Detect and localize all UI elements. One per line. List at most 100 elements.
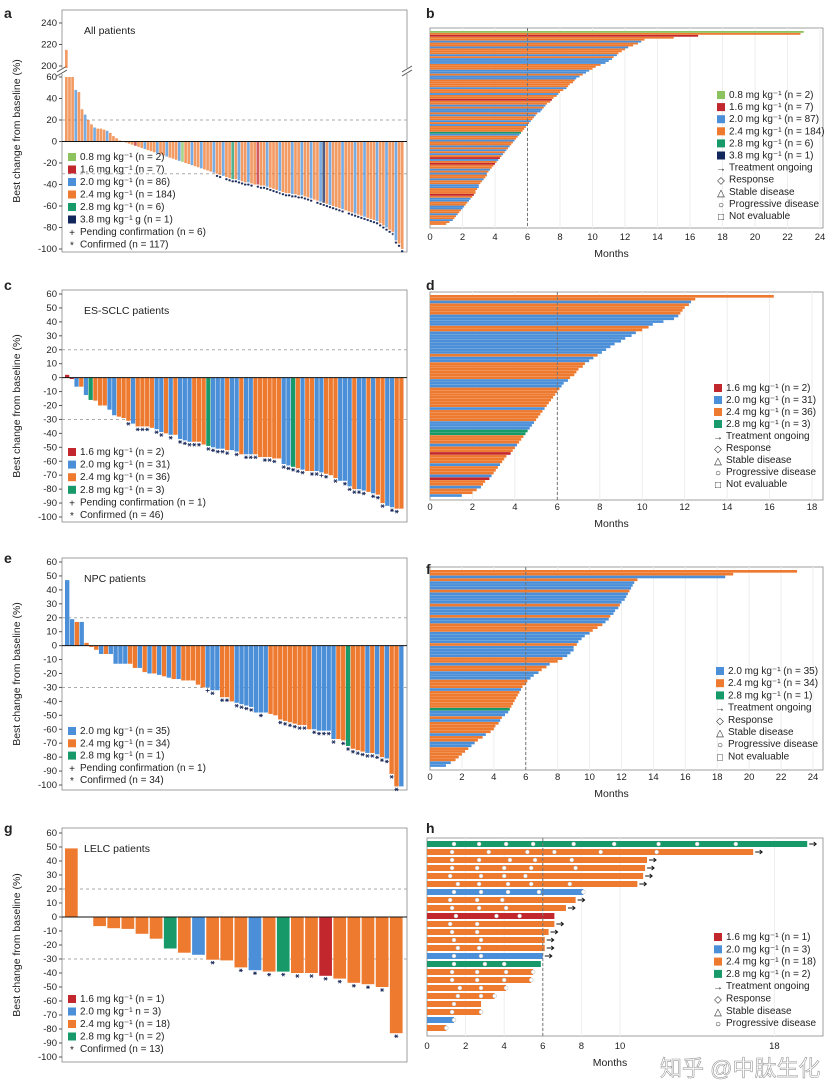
confirmed-marker-icon: [331, 207, 335, 210]
bar: [134, 141, 137, 146]
y-tick-label: 30: [46, 599, 57, 610]
swimmer-bar: [427, 945, 545, 951]
confirmed-marker-icon: [294, 195, 297, 198]
confirmed-marker-icon: [382, 226, 385, 229]
bar: [132, 645, 138, 668]
swimmer-bar: [430, 379, 568, 382]
bar: [319, 141, 322, 202]
y-tick-label: 0: [52, 137, 57, 148]
y-tick-label: 60: [46, 72, 57, 83]
assessment-marker-icon: [501, 873, 507, 879]
swimmer-bar: [427, 1025, 447, 1031]
legend-swatch-t: [68, 485, 76, 494]
bar: [333, 917, 347, 979]
assessment-marker-icon: [530, 969, 536, 975]
x-tick-label: 14: [648, 772, 659, 783]
confirmed-marker-icon: [252, 971, 257, 976]
confirmed-marker-icon: [350, 213, 354, 216]
bar: [399, 645, 404, 787]
swimmer-bar: [430, 654, 568, 658]
swimmer-bar: [430, 645, 574, 649]
bar: [206, 917, 219, 960]
bar: [173, 377, 178, 435]
swimmer-bar: [430, 311, 681, 315]
legend-label: 2.0 mg kg⁻¹ (n = 86): [80, 177, 170, 188]
y-axis-label: Best change from baseline (%): [11, 602, 23, 746]
legend-label: Not evaluable: [729, 211, 791, 222]
swimmer-bar: [430, 387, 560, 391]
bar: [229, 377, 235, 451]
y-tick-label: 0: [52, 641, 57, 652]
swimmer-bar: [430, 96, 554, 99]
bar: [209, 141, 213, 172]
legend-label: 2.0 mg kg⁻¹ (n = 35): [728, 666, 818, 677]
confirmed-marker-icon: [352, 490, 357, 494]
confirmed-marker-icon: [291, 195, 294, 198]
bar: [305, 377, 310, 472]
bar: [225, 377, 230, 451]
y-tick-label: -70: [43, 738, 57, 749]
confirmed-marker-icon: [379, 224, 382, 227]
assessment-marker-icon: [528, 881, 534, 887]
swimmer-bar: [430, 157, 500, 159]
swimmer-bar: [430, 676, 531, 680]
legend-label: 2.4 mg kg⁻¹ (n = 184): [729, 126, 825, 137]
legend-symbol-icon: +: [69, 498, 75, 509]
swimmer-bar: [430, 334, 632, 337]
confirmed-marker-icon: [380, 504, 385, 508]
bar: [210, 645, 215, 691]
swimmer-bar: [430, 131, 521, 134]
legend-swatch-b: [717, 115, 725, 124]
swimmer-bar: [430, 454, 507, 458]
bar: [205, 645, 210, 688]
bar: [190, 645, 196, 681]
bar: [248, 917, 262, 971]
bar: [69, 619, 75, 646]
confirmed-marker-icon: [168, 435, 173, 440]
bar: [99, 128, 103, 142]
x-axis-label: Months: [594, 788, 628, 800]
swimmer-bar: [430, 471, 494, 475]
legend-label: Treatment ongoing: [726, 981, 810, 992]
bar: [195, 645, 201, 685]
confirmed-marker-icon: [210, 960, 215, 965]
legend-label: 1.6 mg kg⁻¹ (n = 7): [80, 165, 164, 176]
assessment-marker-icon: [449, 849, 455, 855]
bar: [201, 377, 206, 445]
swimmer-bar: [430, 463, 501, 466]
bar: [234, 917, 248, 968]
bar: [352, 377, 357, 490]
swimmer-bar: [430, 180, 482, 183]
swimmer-bar: [430, 215, 456, 218]
legend: 1.6 mg kg⁻¹ (n = 2)2.0 mg kg⁻¹ (n = 31)2…: [68, 447, 206, 522]
swimmer-bar: [430, 407, 545, 410]
confirmed-marker-icon: [281, 465, 286, 469]
swimmer-bar: [430, 112, 538, 115]
swimmer-bar: [430, 755, 459, 759]
y-tick-label: -60: [43, 201, 57, 212]
confirmed-marker-icon: [278, 720, 283, 725]
y-axis-label: Best change from baseline (%): [11, 334, 23, 478]
y-tick-label: -100: [38, 244, 57, 255]
legend-symbol-icon: ◇: [717, 176, 725, 187]
confirmed-marker-icon: [267, 972, 272, 977]
bar: [300, 141, 304, 196]
y-tick-label: -30: [43, 414, 57, 425]
legend: 0.8 mg kg⁻¹ (n = 2)1.6 mg kg⁻¹ (n = 7)2.…: [68, 152, 206, 252]
bar: [374, 645, 380, 755]
legend-label: 2.4 mg kg⁻¹ (n = 36): [726, 407, 816, 418]
y-tick-label: 30: [46, 331, 57, 342]
swimmer-bar: [430, 443, 518, 447]
assessment-marker-icon: [733, 841, 739, 847]
legend-swatch-t: [714, 969, 722, 978]
bar: [323, 377, 329, 474]
legend-swatch-o: [716, 679, 724, 688]
swimmer-bar: [430, 398, 551, 402]
confirmed-marker-icon: [192, 442, 197, 447]
swimmer-bar: [427, 841, 808, 847]
pending-marker-icon: [391, 232, 394, 236]
assessment-marker-icon: [451, 953, 457, 959]
legend-label: 2.4 mg kg⁻¹ (n = 18): [726, 957, 816, 968]
axis-break-mark-icon: [401, 69, 413, 77]
